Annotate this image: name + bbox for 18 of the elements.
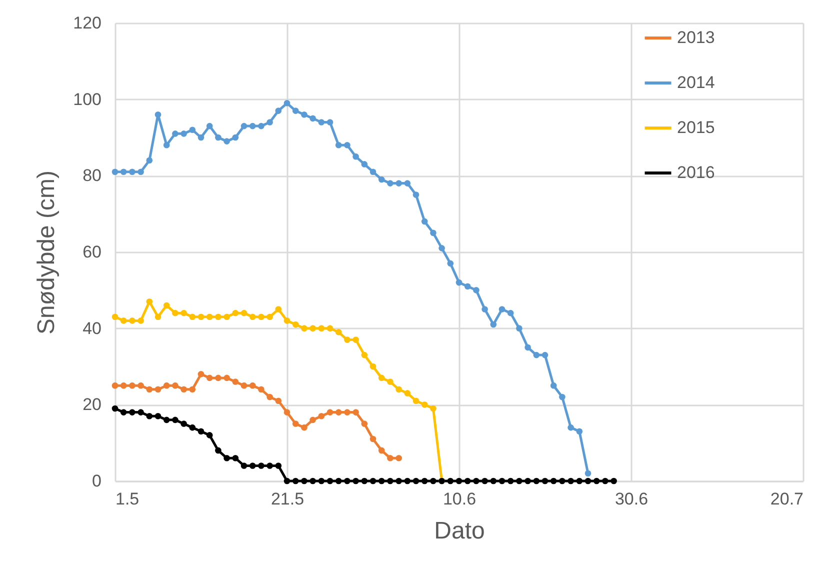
x-tick-label: 10.6 [442,490,476,508]
x-axis-title: Dato [434,518,485,544]
y-tick-label: 40 [82,318,102,338]
y-tick-label: 0 [92,472,102,490]
x-tick-label: 20.7 [770,490,804,508]
y-tick-label: 80 [82,166,102,186]
x-tick-label: 30.6 [614,490,648,508]
y-tick-label: 120 [73,14,102,32]
x-tick-label: 1.5 [116,490,140,508]
legend-label: 2013 [677,28,715,47]
legend-label: 2016 [677,163,715,182]
legend-label: 2015 [677,118,715,137]
y-tick-label: 20 [82,395,102,414]
y-tick-label: 100 [73,90,102,109]
y-tick-label: 60 [82,242,102,262]
legend-label: 2014 [677,73,715,92]
x-tick-label: 21.5 [270,490,304,508]
y-axis-title: Snødybde (cm) [33,170,60,335]
